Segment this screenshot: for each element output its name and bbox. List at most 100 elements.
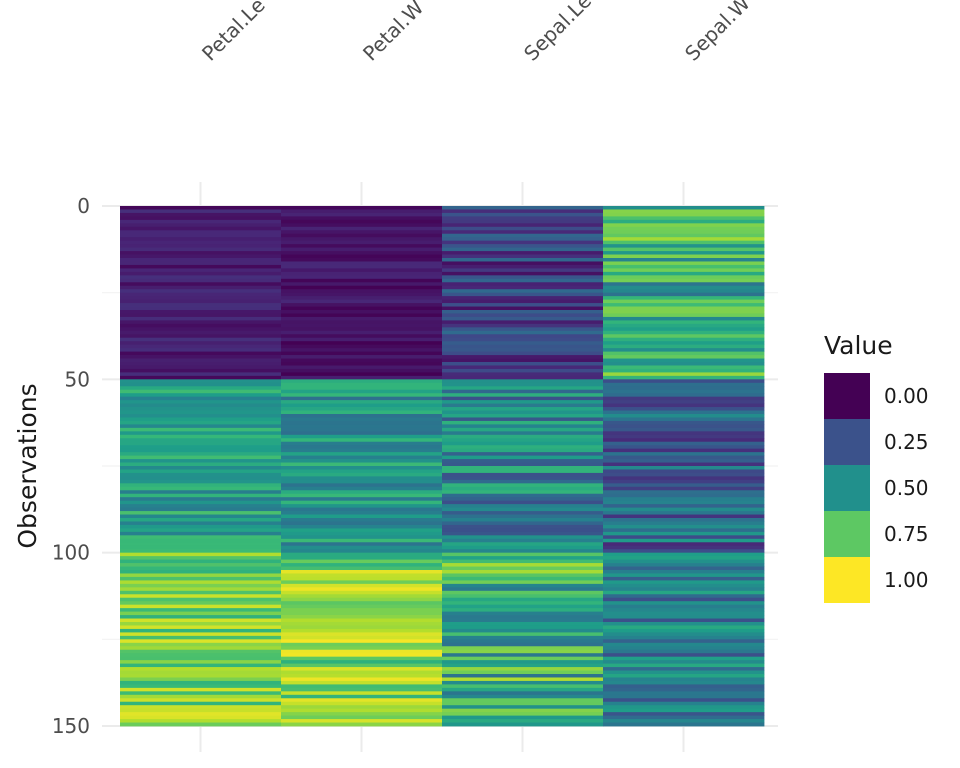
- heatmap-cell: [281, 479, 443, 484]
- heatmap-cell: [281, 684, 443, 689]
- heatmap-cell: [281, 334, 443, 339]
- heatmap-cell: [603, 493, 765, 498]
- heatmap-cell: [120, 466, 282, 470]
- heatmap-cell: [120, 344, 282, 349]
- heatmap-cell: [120, 268, 282, 273]
- heatmap-cell: [120, 264, 282, 269]
- heatmap-cell: [442, 375, 604, 380]
- heatmap-cell: [281, 573, 443, 578]
- heatmap-cell: [442, 604, 604, 609]
- heatmap-cell: [281, 282, 443, 287]
- heatmap-cell: [281, 715, 443, 720]
- heatmap-cell: [120, 414, 282, 418]
- heatmap-cell: [442, 216, 604, 221]
- heatmap-cell: [281, 299, 443, 304]
- heatmap-cell: [442, 233, 604, 238]
- heatmap-cell: [281, 420, 443, 425]
- x-tick-label: Petal.W: [358, 0, 428, 66]
- heatmap-cell: [442, 344, 604, 349]
- heatmap-cell: [120, 358, 282, 363]
- heatmap-cell: [442, 206, 604, 210]
- heatmap-cell: [281, 615, 443, 619]
- heatmap-cell: [603, 524, 765, 529]
- heatmap-cell: [120, 382, 282, 387]
- heatmap-cell: [603, 611, 765, 616]
- heatmap-cell: [120, 698, 282, 703]
- heatmap-cell: [603, 677, 765, 682]
- heatmap-cell: [120, 445, 282, 450]
- heatmap-cell: [603, 635, 765, 640]
- heatmap-cell: [281, 556, 443, 560]
- heatmap-cell: [120, 670, 282, 675]
- heatmap-cell: [603, 233, 765, 238]
- heatmap-cell: [120, 275, 282, 280]
- heatmap-cell: [442, 306, 604, 311]
- heatmap-cell: [603, 597, 765, 602]
- heatmap-cell: [120, 497, 282, 502]
- heatmap-cell: [281, 400, 443, 404]
- heatmap-cell: [442, 684, 604, 689]
- heatmap-cell: [442, 590, 604, 595]
- heatmap-cell: [442, 663, 604, 668]
- y-tick-label: 100: [52, 541, 90, 565]
- heatmap-cell: [603, 521, 765, 526]
- heatmap-cell: [603, 226, 765, 231]
- heatmap-cell: [442, 521, 604, 526]
- heatmap-cell: [281, 698, 443, 703]
- heatmap-cell: [281, 604, 443, 609]
- heatmap-cell: [603, 414, 765, 418]
- heatmap-cell: [281, 639, 443, 644]
- heatmap-cell: [281, 466, 443, 470]
- heatmap-cell: [281, 524, 443, 529]
- heatmap-cell: [120, 639, 282, 644]
- heatmap-cell: [603, 466, 765, 470]
- heatmap-cell: [281, 687, 443, 692]
- heatmap-cell: [281, 622, 443, 626]
- heatmap-cell: [120, 500, 282, 505]
- heatmap-cell: [120, 285, 282, 290]
- heatmap-cell: [281, 240, 443, 245]
- heatmap-cell: [281, 355, 443, 359]
- heatmap-cell: [603, 379, 765, 384]
- heatmap-cell: [120, 459, 282, 463]
- heatmap-cell: [120, 216, 282, 221]
- heatmap-cell: [603, 400, 765, 404]
- heatmap-cell: [603, 712, 765, 716]
- heatmap-cell: [281, 483, 443, 488]
- heatmap-cell: [442, 434, 604, 439]
- heatmap-cell: [281, 507, 443, 512]
- heatmap-cell: [603, 251, 765, 255]
- heatmap-cell: [120, 206, 282, 210]
- heatmap-cell: [120, 251, 282, 255]
- heatmap-cell: [281, 219, 443, 224]
- heatmap-cell: [442, 687, 604, 692]
- heatmap-cell: [281, 646, 443, 651]
- heatmap-cell: [603, 396, 765, 401]
- heatmap-cell: [281, 337, 443, 342]
- heatmap-cell: [281, 237, 443, 242]
- heatmap-cell: [120, 420, 282, 425]
- heatmap-cell: [442, 382, 604, 387]
- heatmap-cell: [281, 500, 443, 505]
- heatmap-cell: [442, 524, 604, 529]
- heatmap-cell: [603, 618, 765, 623]
- heatmap-cell: [442, 552, 604, 557]
- heatmap-cell: [442, 251, 604, 255]
- heatmap-cell: [281, 254, 443, 259]
- heatmap-cell: [603, 653, 765, 658]
- heatmap-cell: [603, 552, 765, 557]
- heatmap-cell: [603, 594, 765, 599]
- heatmap-cell: [603, 674, 765, 678]
- heatmap-cell: [120, 542, 282, 547]
- heatmap-cell: [281, 545, 443, 550]
- heatmap-cell: [603, 306, 765, 311]
- heatmap-cell: [120, 472, 282, 477]
- heatmap-cell: [281, 417, 443, 422]
- heatmap-cell: [442, 219, 604, 224]
- heatmap-cell: [442, 556, 604, 560]
- heatmap-cell: [442, 316, 604, 321]
- heatmap-cell: [442, 635, 604, 640]
- heatmap-cell: [281, 448, 443, 453]
- heatmap-cell: [603, 452, 765, 456]
- heatmap-cell: [603, 330, 765, 335]
